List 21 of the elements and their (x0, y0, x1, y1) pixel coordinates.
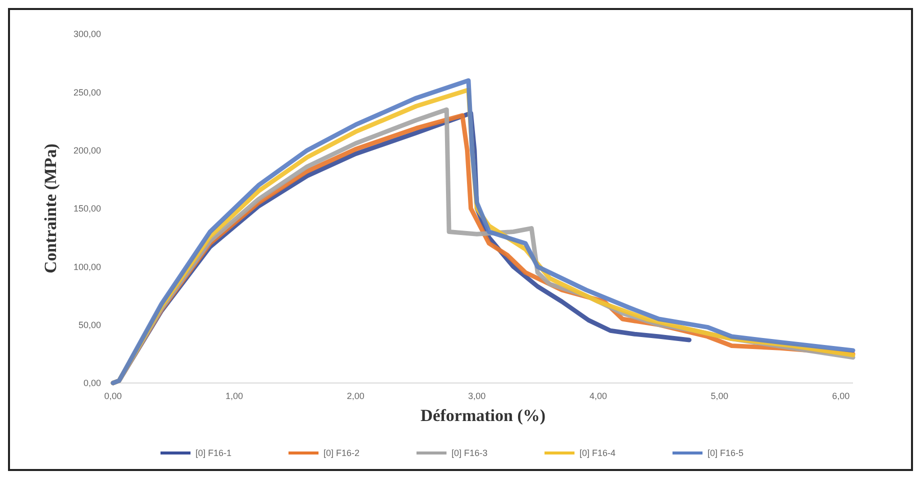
y-tick-label: 250,00 (73, 87, 101, 98)
x-tick-label: 1,00 (226, 391, 244, 401)
legend-label: [0] F16-5 (708, 448, 744, 458)
y-tick-label: 300,00 (73, 29, 101, 40)
y-tick-label: 100,00 (73, 262, 101, 272)
x-tick-label: 6,00 (832, 391, 850, 401)
legend-label: [0] F16-4 (580, 448, 616, 458)
x-tick-label: 5,00 (710, 391, 728, 401)
legend-label: [0] F16-2 (324, 448, 360, 458)
x-axis-title: Déformation (%) (420, 406, 546, 425)
y-axis-title: Contrainte (MPa) (41, 144, 60, 274)
x-tick-label: 3,00 (468, 391, 486, 401)
legend-label: [0] F16-3 (452, 448, 488, 458)
y-tick-label: 150,00 (73, 204, 101, 214)
x-tick-label: 0,00 (104, 391, 122, 401)
y-tick-label: 0,00 (83, 378, 101, 388)
y-tick-label: 50,00 (78, 320, 101, 330)
x-tick-label: 4,00 (589, 391, 608, 401)
legend-label: [0] F16-1 (196, 448, 232, 458)
x-tick-label: 2,00 (346, 391, 364, 401)
y-tick-label: 200,00 (73, 145, 101, 156)
